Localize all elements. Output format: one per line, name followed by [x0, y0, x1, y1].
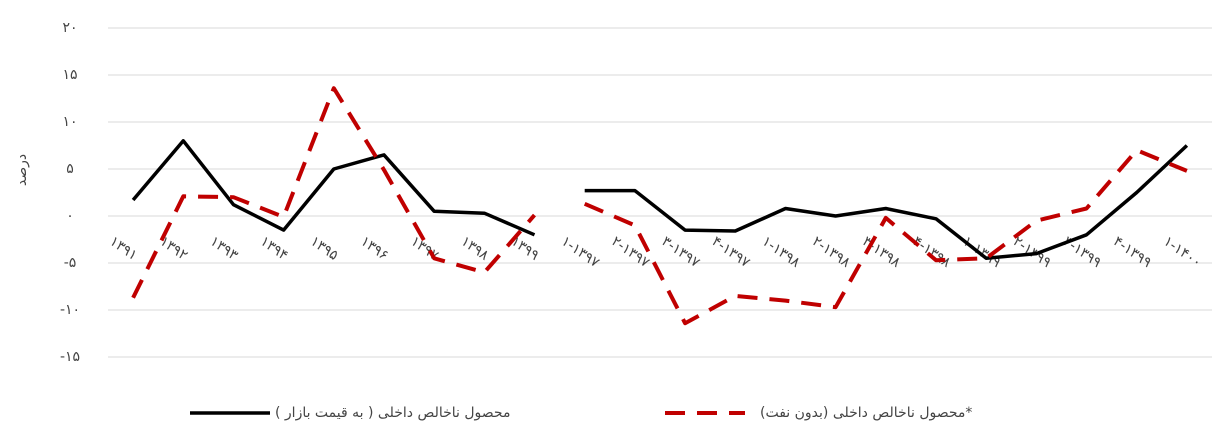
x-tick-label: ۱-۱۳۹۷ [558, 233, 603, 271]
legend-label: محصول ناخالص داخلی ( به قیمت بازار ) [275, 405, 510, 421]
y-axis-title: درصد [14, 154, 30, 186]
x-tick-label: ۱۳۹۸ [458, 233, 492, 264]
x-tick-label: ۱۳۹۵ [307, 233, 341, 263]
x-tick-label: ۱-۱۳۹۸ [759, 233, 804, 271]
series-line [583, 148, 1188, 326]
x-tick-label: ۴-۱۳۹۸ [909, 233, 954, 271]
y-tick-label: ۰ [66, 208, 74, 224]
series-line [131, 86, 537, 299]
x-tick-label: ۳-۱۳۹۷ [659, 233, 704, 271]
x-tick-label: ۲-۱۳۹۷ [608, 233, 653, 271]
x-tick-label: ۴-۱۳۹۷ [709, 233, 754, 271]
series-line [584, 144, 1189, 261]
x-tick-label: ۴-۱۳۹۹ [1110, 233, 1154, 271]
x-tick-label: ۲-۱۳۹۹ [1010, 233, 1054, 271]
x-tick-label: ۱۳۹۳ [207, 233, 241, 264]
legend-label: محصول ناخالص داخلی (بدون نفت)* [760, 405, 972, 421]
x-tick-label: ۳-۱۳۹۹ [1060, 233, 1104, 271]
x-tick-label: ۱۳۹۶ [357, 233, 391, 263]
x-tick-label: ۲-۱۳۹۸ [809, 233, 854, 271]
series-line [131, 139, 536, 237]
y-tick-label: ۱۰ [62, 114, 77, 130]
x-tick-label: ۱۳۹۱ [107, 233, 141, 263]
y-tick-label: -۱۵ [60, 349, 80, 365]
y-tick-label: -۵ [64, 255, 77, 271]
y-tick-label: ۲۰ [62, 20, 77, 36]
x-tick-label: ۱-۱۴۰۰ [1160, 233, 1204, 271]
x-tick-label: ۱۳۹۴ [257, 233, 291, 263]
y-tick-label: ۵ [66, 161, 74, 177]
y-tick-label: ۱۵ [62, 67, 77, 83]
y-tick-label: -۱۰ [60, 302, 80, 318]
